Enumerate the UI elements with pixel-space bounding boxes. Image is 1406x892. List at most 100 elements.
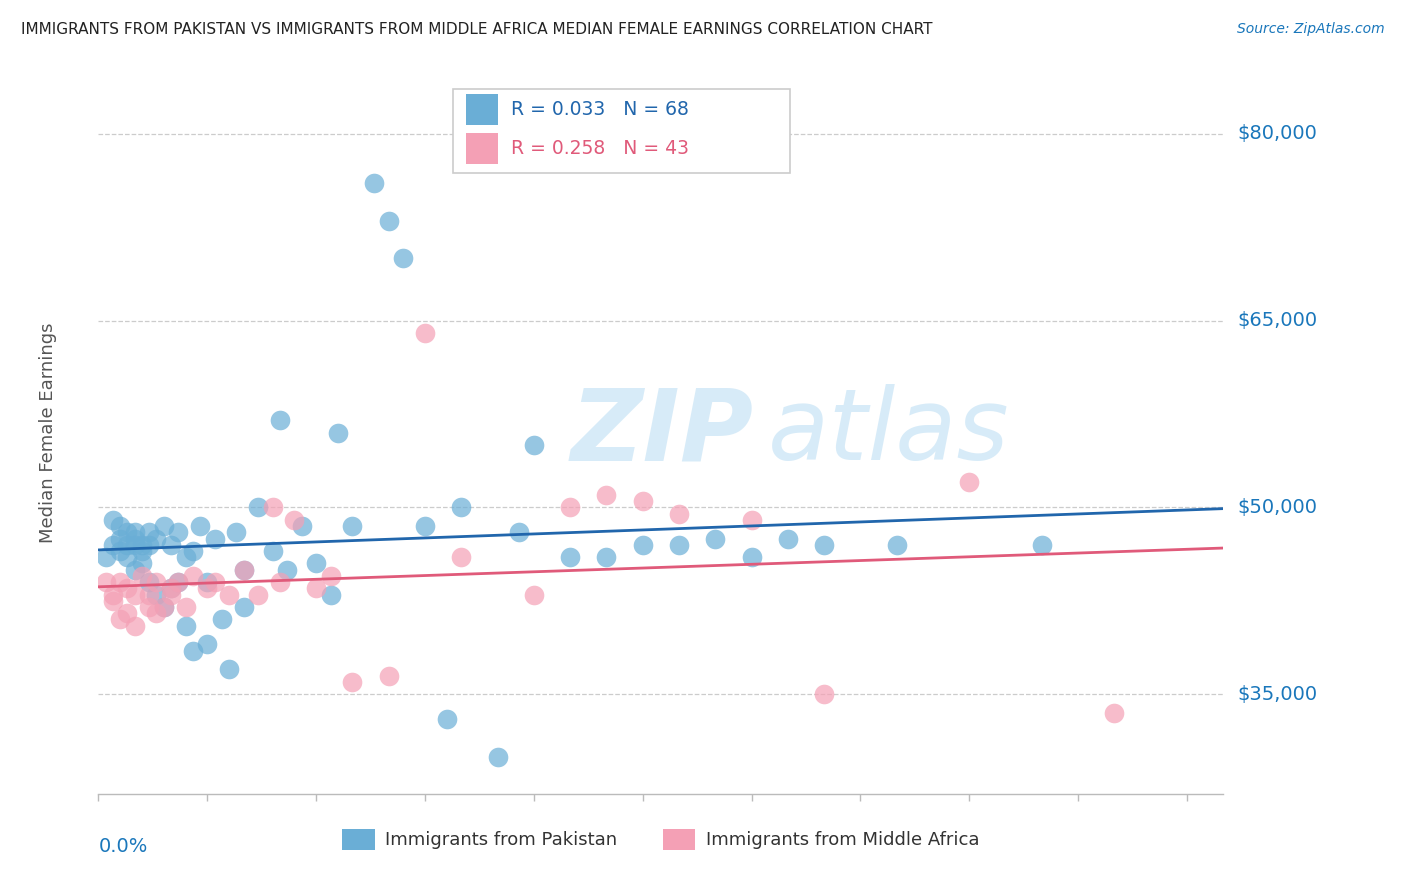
Point bbox=[124, 588, 146, 602]
Point bbox=[181, 544, 204, 558]
Point bbox=[195, 575, 218, 590]
Point bbox=[195, 582, 218, 596]
Point bbox=[631, 494, 654, 508]
Point bbox=[124, 532, 146, 546]
Point bbox=[131, 557, 153, 571]
Point bbox=[152, 519, 174, 533]
Point bbox=[124, 525, 146, 540]
Point bbox=[138, 538, 160, 552]
FancyBboxPatch shape bbox=[467, 95, 498, 125]
Point bbox=[108, 544, 131, 558]
Text: $35,000: $35,000 bbox=[1237, 685, 1317, 704]
Point bbox=[326, 425, 349, 440]
Point bbox=[160, 582, 183, 596]
Point bbox=[813, 687, 835, 701]
Point bbox=[117, 607, 139, 621]
Point bbox=[138, 600, 160, 615]
Point bbox=[131, 569, 153, 583]
Point bbox=[558, 500, 581, 515]
FancyBboxPatch shape bbox=[453, 89, 790, 172]
Point bbox=[167, 575, 190, 590]
Point bbox=[342, 519, 364, 533]
Point bbox=[108, 519, 131, 533]
Text: ZIP: ZIP bbox=[571, 384, 754, 481]
Point bbox=[124, 538, 146, 552]
Text: IMMIGRANTS FROM PAKISTAN VS IMMIGRANTS FROM MIDDLE AFRICA MEDIAN FEMALE EARNINGS: IMMIGRANTS FROM PAKISTAN VS IMMIGRANTS F… bbox=[21, 22, 932, 37]
Point bbox=[319, 569, 342, 583]
Point bbox=[188, 519, 211, 533]
Point bbox=[776, 532, 799, 546]
Point bbox=[363, 177, 385, 191]
Point bbox=[211, 612, 233, 626]
Point bbox=[377, 214, 399, 228]
Legend: Immigrants from Pakistan, Immigrants from Middle Africa: Immigrants from Pakistan, Immigrants fro… bbox=[335, 822, 987, 857]
FancyBboxPatch shape bbox=[467, 134, 498, 164]
Point bbox=[595, 550, 617, 565]
Point bbox=[886, 538, 908, 552]
Point bbox=[558, 550, 581, 565]
Point bbox=[957, 475, 980, 490]
Point bbox=[232, 600, 254, 615]
Point bbox=[174, 618, 197, 632]
Point bbox=[160, 588, 183, 602]
Text: Median Female Earnings: Median Female Earnings bbox=[39, 322, 56, 543]
Text: R = 0.258   N = 43: R = 0.258 N = 43 bbox=[512, 139, 689, 158]
Point bbox=[262, 500, 284, 515]
Point bbox=[108, 532, 131, 546]
Text: R = 0.033   N = 68: R = 0.033 N = 68 bbox=[512, 100, 689, 120]
Point bbox=[131, 538, 153, 552]
Point bbox=[319, 588, 342, 602]
Point bbox=[181, 643, 204, 657]
Point bbox=[152, 600, 174, 615]
Point bbox=[631, 538, 654, 552]
Point bbox=[204, 532, 226, 546]
Point bbox=[392, 251, 415, 265]
Point bbox=[138, 575, 160, 590]
Point bbox=[152, 600, 174, 615]
Text: atlas: atlas bbox=[768, 384, 1010, 481]
Point bbox=[167, 575, 190, 590]
Text: Source: ZipAtlas.com: Source: ZipAtlas.com bbox=[1237, 22, 1385, 37]
Point bbox=[305, 557, 328, 571]
Point bbox=[145, 532, 167, 546]
Point bbox=[101, 513, 124, 527]
Point bbox=[523, 588, 546, 602]
Text: 0.0%: 0.0% bbox=[98, 838, 148, 856]
Point bbox=[124, 563, 146, 577]
Point bbox=[247, 500, 270, 515]
Point bbox=[138, 525, 160, 540]
Point bbox=[450, 550, 472, 565]
Point bbox=[436, 712, 458, 726]
Point bbox=[101, 594, 124, 608]
Point bbox=[160, 582, 183, 596]
Point bbox=[668, 507, 690, 521]
Point bbox=[101, 538, 124, 552]
Point bbox=[174, 550, 197, 565]
Point bbox=[1031, 538, 1053, 552]
Point bbox=[204, 575, 226, 590]
Point bbox=[174, 600, 197, 615]
Point bbox=[269, 413, 291, 427]
Point bbox=[741, 550, 763, 565]
Point bbox=[508, 525, 530, 540]
Point bbox=[813, 538, 835, 552]
Point bbox=[342, 674, 364, 689]
Point bbox=[276, 563, 298, 577]
Point bbox=[160, 538, 183, 552]
Point bbox=[413, 519, 436, 533]
Point bbox=[167, 525, 190, 540]
Point bbox=[145, 588, 167, 602]
Point bbox=[232, 563, 254, 577]
Point bbox=[101, 588, 124, 602]
Point bbox=[413, 326, 436, 340]
Point bbox=[117, 538, 139, 552]
Point bbox=[94, 550, 117, 565]
Point bbox=[145, 607, 167, 621]
Point bbox=[377, 668, 399, 682]
Point bbox=[181, 569, 204, 583]
Point bbox=[741, 513, 763, 527]
Point bbox=[117, 550, 139, 565]
Point bbox=[218, 588, 240, 602]
Point bbox=[124, 618, 146, 632]
Point bbox=[283, 513, 305, 527]
